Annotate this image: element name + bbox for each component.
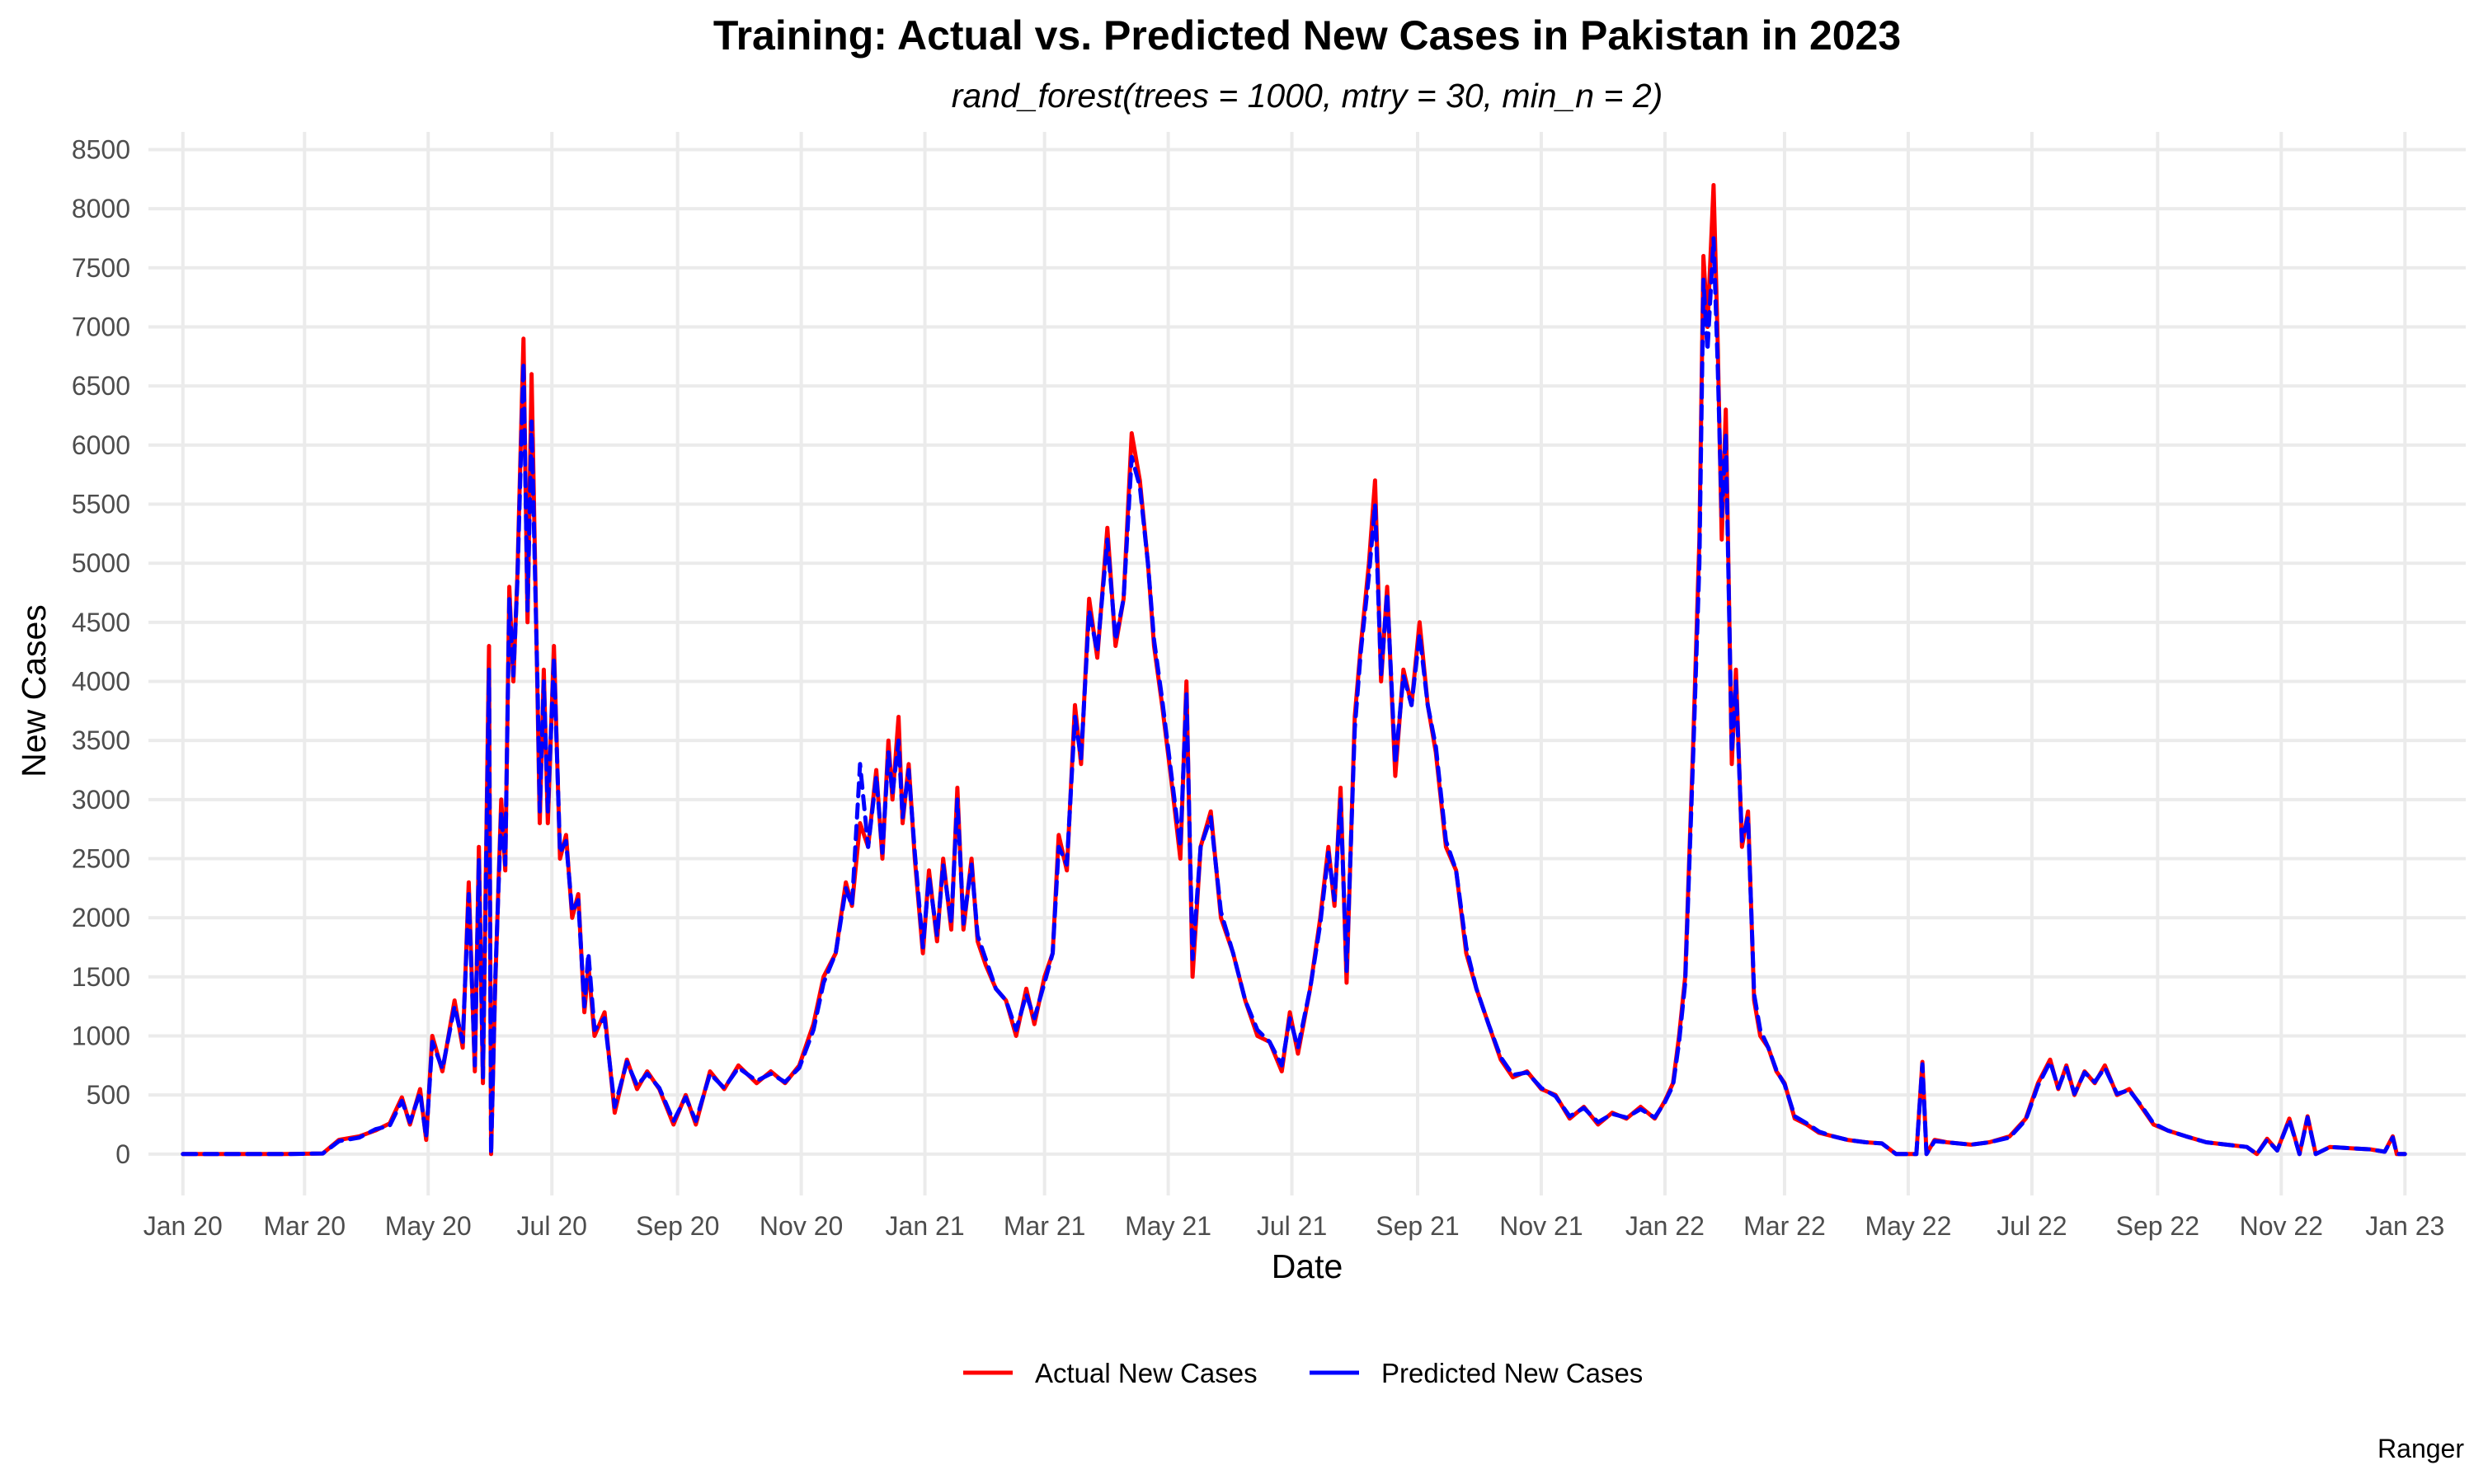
y-tick-label: 5000 <box>72 548 130 578</box>
x-tick-label: Nov 20 <box>760 1211 843 1241</box>
y-tick-label: 500 <box>87 1080 130 1110</box>
y-tick-label: 8000 <box>72 194 130 223</box>
y-tick-label: 8500 <box>72 135 130 165</box>
y-tick-label: 2000 <box>72 903 130 932</box>
x-tick-label: Sep 22 <box>2116 1211 2199 1241</box>
y-tick-label: 5500 <box>72 490 130 519</box>
y-tick-label: 6500 <box>72 371 130 401</box>
y-tick-label: 4000 <box>72 667 130 697</box>
chart-subtitle: rand_forest(trees = 1000, mtry = 30, min… <box>952 77 1663 115</box>
x-tick-label: Jan 21 <box>886 1211 965 1241</box>
x-tick-label: May 20 <box>385 1211 472 1241</box>
chart-caption: Ranger <box>2378 1434 2464 1463</box>
legend: Actual New Cases Predicted New Cases <box>963 1358 1643 1388</box>
x-tick-label: Jan 23 <box>2365 1211 2444 1241</box>
legend-label-actual: Actual New Cases <box>1035 1358 1258 1388</box>
y-tick-label: 0 <box>115 1139 130 1169</box>
x-tick-label: May 22 <box>1865 1211 1951 1241</box>
y-tick-label: 3500 <box>72 726 130 755</box>
y-axis-ticks: 0 500 1000 1500 2000 2500 3000 3500 4000 4500 5000… <box>72 135 130 1169</box>
series-line-predicted <box>181 236 2407 1157</box>
y-tick-label: 2500 <box>72 844 130 874</box>
series-line-actual <box>181 183 2407 1157</box>
x-tick-label: Sep 20 <box>636 1211 719 1241</box>
y-tick-label: 3000 <box>72 785 130 815</box>
x-tick-label: Mar 21 <box>1004 1211 1086 1241</box>
x-tick-label: Jan 20 <box>143 1211 223 1241</box>
y-tick-label: 4500 <box>72 608 130 637</box>
x-axis-title: Date <box>1272 1247 1343 1285</box>
y-tick-label: 1000 <box>72 1021 130 1051</box>
x-tick-label: Sep 21 <box>1376 1211 1459 1241</box>
x-tick-label: Jul 21 <box>1257 1211 1327 1241</box>
y-tick-label: 7500 <box>72 253 130 283</box>
chart-title: Training: Actual vs. Predicted New Cases… <box>713 12 1901 59</box>
x-tick-label: Jul 22 <box>1997 1211 2067 1241</box>
y-tick-label: 6000 <box>72 430 130 460</box>
x-tick-label: Jul 20 <box>517 1211 587 1241</box>
x-tick-label: Jan 22 <box>1625 1211 1705 1241</box>
x-tick-label: Mar 22 <box>1743 1211 1826 1241</box>
x-tick-label: Mar 20 <box>264 1211 346 1241</box>
x-tick-label: Nov 22 <box>2240 1211 2323 1241</box>
y-axis-title: New Cases <box>15 604 53 777</box>
x-tick-label: Nov 21 <box>1499 1211 1583 1241</box>
x-axis-ticks: Jan 20 Mar 20 May 20 Jul 20 Sep 20 Nov 20 Jan … <box>143 1211 2445 1241</box>
y-tick-label: 7000 <box>72 312 130 342</box>
x-tick-label: May 21 <box>1125 1211 1211 1241</box>
y-tick-label: 1500 <box>72 962 130 992</box>
plot-series <box>181 183 2407 1157</box>
legend-label-predicted: Predicted New Cases <box>1381 1358 1643 1388</box>
